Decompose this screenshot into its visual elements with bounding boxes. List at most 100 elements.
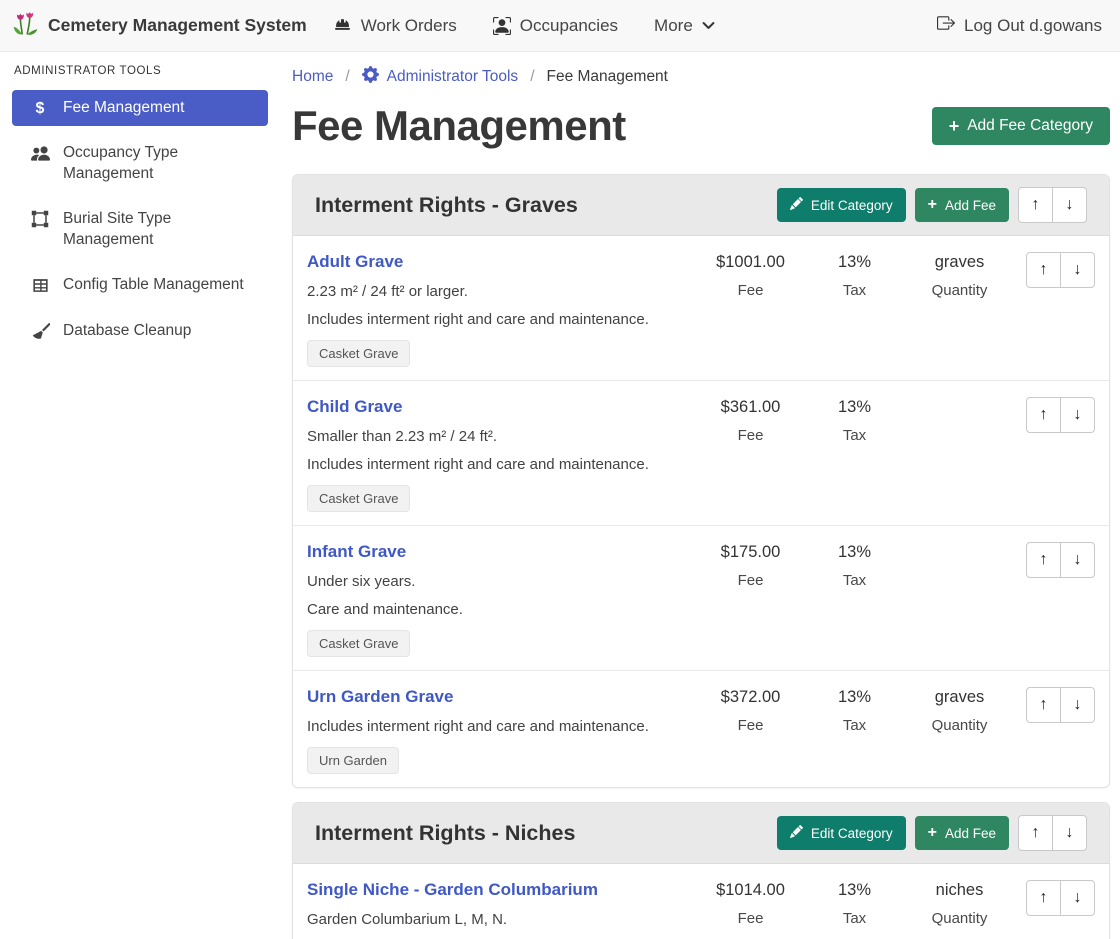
breadcrumb-admin-tools-link[interactable]: Administrator Tools xyxy=(362,66,519,88)
breadcrumb-current: Fee Management xyxy=(547,68,669,86)
fee-description: Includes interment right and care and ma… xyxy=(307,311,685,328)
sidebar-nav: $ Fee Management Occupancy Type Manageme… xyxy=(0,90,280,349)
sign-out-icon xyxy=(937,14,955,37)
fee-amount-label: Fee xyxy=(693,572,808,589)
fee-row: Single Niche - Garden Columbarium Garden… xyxy=(293,864,1109,939)
top-navbar: Cemetery Management System Work Orders O… xyxy=(0,0,1120,52)
move-fee-up-button[interactable]: ↑ xyxy=(1026,880,1061,916)
fee-name-link[interactable]: Infant Grave xyxy=(307,542,406,562)
people-icon xyxy=(29,143,51,163)
table-icon xyxy=(29,275,51,295)
breadcrumb: Home / Administrator Tools / Fee Managem… xyxy=(292,66,1110,88)
fee-description: 2.23 m² / 24 ft² or larger. xyxy=(307,283,685,300)
tax-rate-label: Tax xyxy=(808,282,901,299)
sidebar: ADMINISTRATOR TOOLS $ Fee Management Occ… xyxy=(0,52,280,939)
edit-category-button[interactable]: Edit Category xyxy=(777,816,906,850)
app-title: Cemetery Management System xyxy=(48,15,307,36)
tax-rate-label: Tax xyxy=(808,572,901,589)
app-brand[interactable]: Cemetery Management System xyxy=(12,10,307,42)
move-fee-up-button[interactable]: ↑ xyxy=(1026,397,1061,433)
fee-row: Infant Grave Under six years. Care and m… xyxy=(293,526,1109,671)
up-arrow-icon: ↑ xyxy=(1040,406,1048,424)
quantity-unit: graves xyxy=(901,253,1018,272)
down-arrow-icon: ↓ xyxy=(1074,551,1082,569)
fee-amount: $372.00 xyxy=(693,688,808,707)
edit-category-button[interactable]: Edit Category xyxy=(777,188,906,222)
move-fee-down-button[interactable]: ↓ xyxy=(1060,880,1095,916)
add-fee-button[interactable]: + Add Fee xyxy=(915,188,1009,222)
nav-item-more[interactable]: More xyxy=(654,16,715,36)
up-arrow-icon: ↑ xyxy=(1040,551,1048,569)
tax-rate: 13% xyxy=(808,253,901,272)
move-fee-down-button[interactable]: ↓ xyxy=(1060,252,1095,288)
fee-amount-label: Fee xyxy=(693,427,808,444)
logout-link[interactable]: Log Out d.gowans xyxy=(937,14,1102,37)
down-arrow-icon: ↓ xyxy=(1074,261,1082,279)
sidebar-item-occupancy-type-management[interactable]: Occupancy Type Management xyxy=(12,135,268,192)
breadcrumb-separator: / xyxy=(530,68,534,86)
hard-hat-icon xyxy=(333,16,352,35)
nav-item-occupancies[interactable]: Occupancies xyxy=(493,16,618,36)
fee-row: Child Grave Smaller than 2.23 m² / 24 ft… xyxy=(293,381,1109,526)
down-arrow-icon: ↓ xyxy=(1066,196,1074,214)
nav-links: Work Orders Occupancies More xyxy=(333,16,715,36)
fee-amount-label: Fee xyxy=(693,282,808,299)
person-frame-icon xyxy=(493,17,511,35)
move-category-up-button[interactable]: ↑ xyxy=(1018,187,1053,223)
down-arrow-icon: ↓ xyxy=(1066,824,1074,842)
fee-amount: $1001.00 xyxy=(693,253,808,272)
sidebar-item-fee-management[interactable]: $ Fee Management xyxy=(12,90,268,126)
fee-category-card: Interment Rights - Graves Edit Category … xyxy=(292,174,1110,788)
move-fee-up-button[interactable]: ↑ xyxy=(1026,542,1061,578)
main-content: Home / Administrator Tools / Fee Managem… xyxy=(280,52,1120,939)
fee-name-link[interactable]: Child Grave xyxy=(307,397,402,417)
vector-square-icon xyxy=(29,209,51,228)
tax-rate: 13% xyxy=(808,688,901,707)
fee-name-link[interactable]: Single Niche - Garden Columbarium xyxy=(307,880,598,900)
add-fee-category-button[interactable]: + Add Fee Category xyxy=(932,107,1110,145)
up-arrow-icon: ↑ xyxy=(1040,696,1048,714)
category-header: Interment Rights - Graves Edit Category … xyxy=(293,175,1109,236)
fee-name-link[interactable]: Adult Grave xyxy=(307,252,403,272)
move-fee-up-button[interactable]: ↑ xyxy=(1026,252,1061,288)
move-category-down-button[interactable]: ↓ xyxy=(1052,187,1087,223)
move-category-up-button[interactable]: ↑ xyxy=(1018,815,1053,851)
category-header: Interment Rights - Niches Edit Category … xyxy=(293,803,1109,864)
down-arrow-icon: ↓ xyxy=(1074,696,1082,714)
move-fee-down-button[interactable]: ↓ xyxy=(1060,397,1095,433)
fee-type-badge: Casket Grave xyxy=(307,340,410,367)
tulip-logo-icon xyxy=(12,10,39,42)
fee-description: Includes interment right and care and ma… xyxy=(307,718,685,735)
fee-type-badge: Casket Grave xyxy=(307,630,410,657)
category-list: Interment Rights - Graves Edit Category … xyxy=(292,174,1110,939)
quantity-unit: niches xyxy=(901,881,1018,900)
fee-type-badge: Urn Garden xyxy=(307,747,399,774)
chevron-down-icon xyxy=(702,19,715,32)
sidebar-item-database-cleanup[interactable]: Database Cleanup xyxy=(12,313,268,349)
breadcrumb-separator: / xyxy=(345,68,349,86)
fee-description: Garden Columbarium L, M, N. xyxy=(307,911,685,928)
fee-amount-label: Fee xyxy=(693,910,808,927)
breadcrumb-home-link[interactable]: Home xyxy=(292,68,333,86)
fee-category-card: Interment Rights - Niches Edit Category … xyxy=(292,802,1110,939)
pencil-icon xyxy=(790,197,803,213)
category-title: Interment Rights - Graves xyxy=(315,193,578,218)
category-title: Interment Rights - Niches xyxy=(315,821,575,846)
move-fee-up-button[interactable]: ↑ xyxy=(1026,687,1061,723)
move-category-down-button[interactable]: ↓ xyxy=(1052,815,1087,851)
sidebar-item-burial-site-type-management[interactable]: Burial Site Type Management xyxy=(12,201,268,258)
sidebar-item-config-table-management[interactable]: Config Table Management xyxy=(12,267,268,303)
add-fee-button[interactable]: + Add Fee xyxy=(915,816,1009,850)
move-fee-down-button[interactable]: ↓ xyxy=(1060,687,1095,723)
fee-name-link[interactable]: Urn Garden Grave xyxy=(307,687,453,707)
quantity-label: Quantity xyxy=(901,282,1018,299)
broom-icon xyxy=(29,321,51,341)
move-fee-down-button[interactable]: ↓ xyxy=(1060,542,1095,578)
nav-item-work-orders[interactable]: Work Orders xyxy=(333,16,457,36)
tax-rate-label: Tax xyxy=(808,910,901,927)
quantity-label: Quantity xyxy=(901,910,1018,927)
plus-icon: + xyxy=(928,825,937,841)
plus-icon: + xyxy=(949,117,960,135)
dollar-icon: $ xyxy=(29,98,51,118)
page-title: Fee Management xyxy=(292,102,626,150)
